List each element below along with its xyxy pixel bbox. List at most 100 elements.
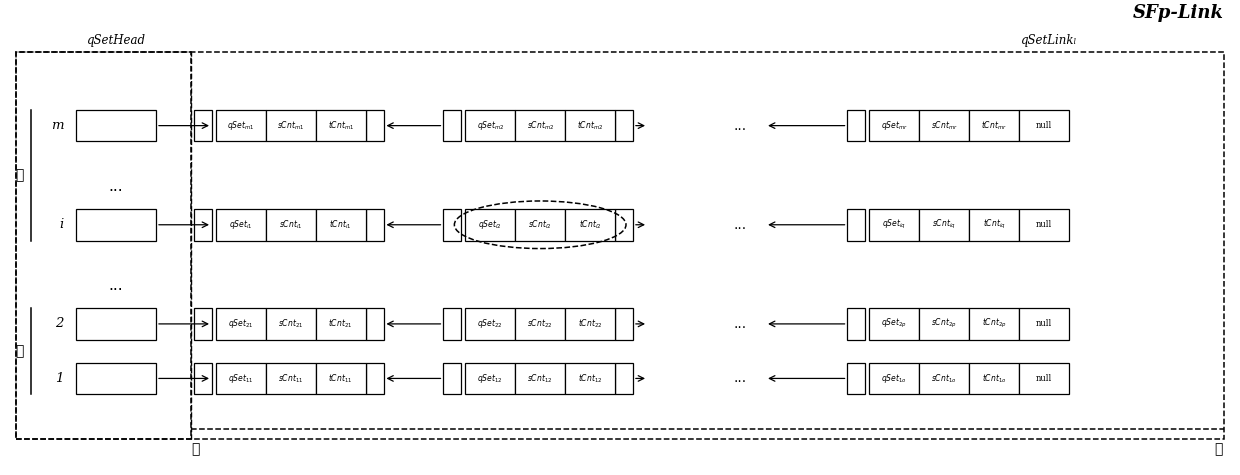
Text: 前: 前 xyxy=(192,442,200,456)
Text: $tCnt_{1o}$: $tCnt_{1o}$ xyxy=(982,372,1007,385)
Text: ...: ... xyxy=(734,317,746,331)
FancyBboxPatch shape xyxy=(366,209,383,241)
FancyBboxPatch shape xyxy=(919,209,970,241)
Text: i: i xyxy=(60,218,63,231)
Text: $sCnt_{m2}$: $sCnt_{m2}$ xyxy=(527,119,554,132)
Text: $tCnt_{mr}$: $tCnt_{mr}$ xyxy=(981,119,1007,132)
FancyBboxPatch shape xyxy=(565,110,615,142)
FancyBboxPatch shape xyxy=(1019,110,1069,142)
FancyBboxPatch shape xyxy=(316,362,366,394)
Text: $tCnt_{i1}$: $tCnt_{i1}$ xyxy=(330,218,352,231)
Text: $tCnt_{m1}$: $tCnt_{m1}$ xyxy=(327,119,353,132)
FancyBboxPatch shape xyxy=(76,362,156,394)
FancyBboxPatch shape xyxy=(465,110,516,142)
Text: null: null xyxy=(1035,220,1053,229)
FancyBboxPatch shape xyxy=(1019,308,1069,340)
FancyBboxPatch shape xyxy=(193,362,212,394)
Text: $qSet_{11}$: $qSet_{11}$ xyxy=(228,372,254,385)
FancyBboxPatch shape xyxy=(869,110,919,142)
FancyBboxPatch shape xyxy=(919,362,970,394)
Text: SFp-Link: SFp-Link xyxy=(1132,4,1224,21)
Text: $sCnt_{i1}$: $sCnt_{i1}$ xyxy=(279,218,303,231)
FancyBboxPatch shape xyxy=(444,110,461,142)
FancyBboxPatch shape xyxy=(216,362,265,394)
FancyBboxPatch shape xyxy=(615,209,632,241)
FancyBboxPatch shape xyxy=(265,209,316,241)
Text: $qSet_{12}$: $qSet_{12}$ xyxy=(477,372,503,385)
Text: $sCnt_{m1}$: $sCnt_{m1}$ xyxy=(278,119,304,132)
FancyBboxPatch shape xyxy=(366,110,383,142)
FancyBboxPatch shape xyxy=(516,209,565,241)
FancyBboxPatch shape xyxy=(970,209,1019,241)
Text: m: m xyxy=(51,119,63,132)
FancyBboxPatch shape xyxy=(970,110,1019,142)
FancyBboxPatch shape xyxy=(565,362,615,394)
FancyBboxPatch shape xyxy=(76,110,156,142)
FancyBboxPatch shape xyxy=(366,308,383,340)
FancyBboxPatch shape xyxy=(265,362,316,394)
FancyBboxPatch shape xyxy=(869,209,919,241)
Text: $sCnt_{1o}$: $sCnt_{1o}$ xyxy=(931,372,957,385)
Text: qSetLinkₗ: qSetLinkₗ xyxy=(1021,34,1078,48)
FancyBboxPatch shape xyxy=(216,209,265,241)
Text: $qSet_{m1}$: $qSet_{m1}$ xyxy=(227,119,254,132)
FancyBboxPatch shape xyxy=(516,308,565,340)
FancyBboxPatch shape xyxy=(847,362,866,394)
FancyBboxPatch shape xyxy=(265,308,316,340)
Text: $tCnt_{21}$: $tCnt_{21}$ xyxy=(329,318,353,330)
Text: ...: ... xyxy=(734,371,746,385)
Text: 高: 高 xyxy=(15,168,24,182)
FancyBboxPatch shape xyxy=(444,209,461,241)
FancyBboxPatch shape xyxy=(565,308,615,340)
FancyBboxPatch shape xyxy=(316,308,366,340)
Text: 后: 后 xyxy=(1214,442,1223,456)
FancyBboxPatch shape xyxy=(615,110,632,142)
FancyBboxPatch shape xyxy=(847,308,866,340)
FancyBboxPatch shape xyxy=(1019,362,1069,394)
FancyBboxPatch shape xyxy=(316,209,366,241)
FancyBboxPatch shape xyxy=(1019,209,1069,241)
Text: $sCnt_{iq}$: $sCnt_{iq}$ xyxy=(932,218,956,231)
FancyBboxPatch shape xyxy=(869,308,919,340)
FancyBboxPatch shape xyxy=(869,362,919,394)
FancyBboxPatch shape xyxy=(216,308,265,340)
FancyBboxPatch shape xyxy=(615,362,632,394)
Text: $qSet_{m2}$: $qSet_{m2}$ xyxy=(476,119,503,132)
Text: $tCnt_{iq}$: $tCnt_{iq}$ xyxy=(983,218,1006,231)
Text: $tCnt_{11}$: $tCnt_{11}$ xyxy=(329,372,353,385)
FancyBboxPatch shape xyxy=(565,209,615,241)
Text: $tCnt_{22}$: $tCnt_{22}$ xyxy=(578,318,603,330)
Text: 低: 低 xyxy=(15,344,24,358)
FancyBboxPatch shape xyxy=(316,110,366,142)
Text: $sCnt_{2p}$: $sCnt_{2p}$ xyxy=(931,317,957,331)
FancyBboxPatch shape xyxy=(366,362,383,394)
Text: $tCnt_{12}$: $tCnt_{12}$ xyxy=(578,372,603,385)
FancyBboxPatch shape xyxy=(444,308,461,340)
FancyBboxPatch shape xyxy=(76,209,156,241)
Text: $sCnt_{mr}$: $sCnt_{mr}$ xyxy=(931,119,957,132)
Text: $qSet_{mr}$: $qSet_{mr}$ xyxy=(880,119,908,132)
FancyBboxPatch shape xyxy=(76,308,156,340)
FancyBboxPatch shape xyxy=(193,209,212,241)
Text: $sCnt_{11}$: $sCnt_{11}$ xyxy=(278,372,304,385)
FancyBboxPatch shape xyxy=(193,110,212,142)
FancyBboxPatch shape xyxy=(970,362,1019,394)
Text: ...: ... xyxy=(734,119,746,133)
Text: null: null xyxy=(1035,121,1053,130)
FancyBboxPatch shape xyxy=(970,308,1019,340)
Text: null: null xyxy=(1035,374,1053,383)
Text: 1: 1 xyxy=(55,372,63,385)
Text: $tCnt_{m2}$: $tCnt_{m2}$ xyxy=(577,119,603,132)
FancyBboxPatch shape xyxy=(465,308,516,340)
Text: $qSet_{1o}$: $qSet_{1o}$ xyxy=(882,372,908,385)
Text: $qSet_{22}$: $qSet_{22}$ xyxy=(477,317,503,331)
Text: ...: ... xyxy=(109,278,124,293)
FancyBboxPatch shape xyxy=(193,308,212,340)
FancyBboxPatch shape xyxy=(465,209,516,241)
FancyBboxPatch shape xyxy=(615,308,632,340)
Text: $qSet_{i2}$: $qSet_{i2}$ xyxy=(479,218,502,231)
Text: 2: 2 xyxy=(55,317,63,331)
FancyBboxPatch shape xyxy=(919,308,970,340)
Text: ...: ... xyxy=(734,218,746,232)
FancyBboxPatch shape xyxy=(847,209,866,241)
